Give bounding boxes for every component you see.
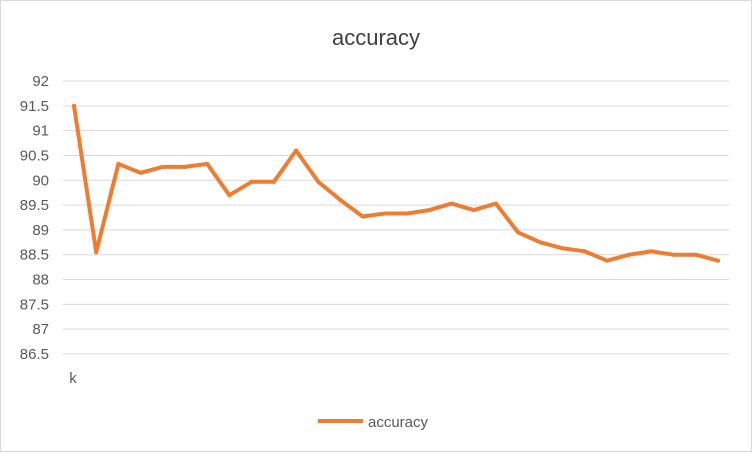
data-point-29 <box>716 258 720 263</box>
data-point-28 <box>693 252 698 257</box>
series-line-accuracy <box>72 103 720 263</box>
gridlines <box>63 80 729 355</box>
data-point-5 <box>183 164 188 169</box>
data-point-27 <box>671 252 676 257</box>
data-point-7 <box>227 193 232 198</box>
data-point-12 <box>338 198 343 203</box>
y-tick-label: 88 <box>32 272 49 289</box>
y-tick-label: 92 <box>32 73 49 90</box>
y-axis-tick-labels: 86.5 87 87.5 88 88.5 89 89.5 90 90.5 91 91.5 92 <box>20 73 49 363</box>
y-tick-label: 86.5 <box>20 346 49 363</box>
y-tick-label: 89 <box>32 222 49 239</box>
data-point-10 <box>294 148 299 153</box>
data-point-15 <box>405 211 410 216</box>
data-point-2 <box>116 161 121 166</box>
data-point-14 <box>382 211 387 216</box>
data-point-8 <box>249 179 254 184</box>
y-tick-label: 87.5 <box>20 296 49 313</box>
data-point-26 <box>649 249 654 254</box>
data-point-25 <box>627 252 632 257</box>
data-point-17 <box>449 201 454 206</box>
data-point-11 <box>316 179 321 184</box>
data-point-18 <box>471 208 476 213</box>
data-point-6 <box>205 161 210 166</box>
series-layer <box>72 103 720 263</box>
y-tick-label: 91.5 <box>20 98 49 115</box>
data-point-22 <box>560 246 565 251</box>
chart-title: accuracy <box>332 25 420 50</box>
legend-label-accuracy: accuracy <box>368 414 429 431</box>
y-tick-label: 87 <box>32 321 49 338</box>
data-point-23 <box>582 249 587 254</box>
data-point-13 <box>360 214 365 219</box>
y-tick-label: 90.5 <box>20 147 49 164</box>
data-point-3 <box>138 170 143 175</box>
data-point-0 <box>72 103 76 108</box>
y-tick-label: 91 <box>32 123 49 140</box>
x-axis-tick-label: k <box>69 370 77 387</box>
data-point-19 <box>493 201 498 206</box>
y-tick-label: 89.5 <box>20 197 49 214</box>
legend: accuracy <box>318 414 429 431</box>
data-point-1 <box>94 250 99 255</box>
data-point-24 <box>604 258 609 263</box>
data-point-9 <box>271 179 276 184</box>
data-point-16 <box>427 208 432 213</box>
y-tick-label: 88.5 <box>20 247 49 264</box>
data-point-20 <box>516 230 521 235</box>
y-tick-label: 90 <box>32 172 49 189</box>
data-point-21 <box>538 240 543 245</box>
data-point-4 <box>160 164 165 169</box>
